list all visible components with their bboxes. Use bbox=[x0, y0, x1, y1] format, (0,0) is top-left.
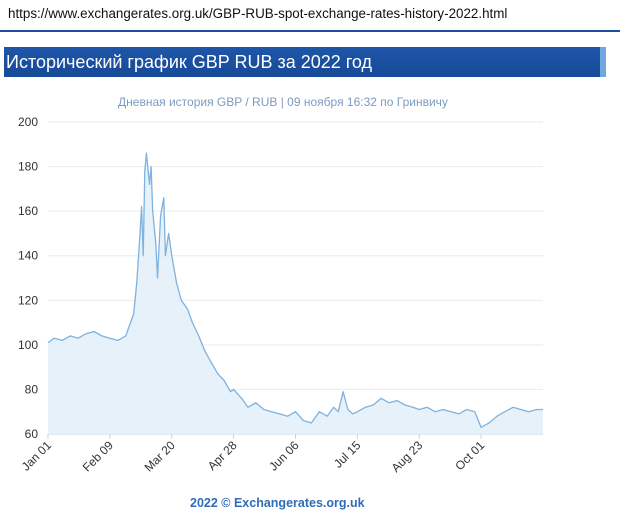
x-axis: Jan 01 Feb 09 Mar 20 Apr 28 Jun 06 Jul 15 Aug … bbox=[19, 434, 487, 475]
url-text: https://www.exchangerates.org.uk/GBP-RUB… bbox=[8, 6, 508, 21]
x-tick-label: Jul 15 bbox=[331, 438, 364, 471]
address-bar[interactable]: https://www.exchangerates.org.uk/GBP-RUB… bbox=[0, 0, 620, 32]
y-tick-label: 120 bbox=[18, 293, 38, 307]
series-line bbox=[47, 152, 543, 428]
page-banner: Исторический график GBP RUB за 2022 год bbox=[4, 47, 606, 77]
copyright-footer: 2022 © Exchangerates.org.uk bbox=[190, 496, 365, 510]
y-tick-label: 180 bbox=[18, 160, 38, 174]
x-tick-label: Jun 06 bbox=[266, 438, 302, 474]
chart-container: Дневная история GBP / RUB | 09 ноября 16… bbox=[0, 82, 620, 522]
chart-subtitle: Дневная история GBP / RUB | 09 ноября 16… bbox=[118, 95, 448, 109]
y-tick-label: 160 bbox=[18, 204, 38, 218]
x-tick-label: Mar 20 bbox=[142, 438, 179, 475]
series-area bbox=[48, 153, 543, 434]
y-tick-label: 100 bbox=[18, 338, 38, 352]
x-tick-label: Apr 28 bbox=[205, 438, 240, 473]
x-tick-label: Feb 09 bbox=[80, 438, 117, 475]
y-tick-label: 60 bbox=[25, 427, 39, 441]
x-tick-label: Aug 23 bbox=[389, 438, 426, 475]
x-tick-label: Jan 01 bbox=[19, 438, 55, 474]
y-tick-label: 80 bbox=[25, 382, 39, 396]
y-axis: 60 80 100 120 140 160 180 200 bbox=[18, 115, 38, 441]
y-tick-label: 140 bbox=[18, 249, 38, 263]
y-tick-label: 200 bbox=[18, 115, 38, 129]
gbp-rub-chart: Дневная история GBP / RUB | 09 ноября 16… bbox=[18, 95, 543, 475]
banner-title: Исторический график GBP RUB за 2022 год bbox=[6, 52, 373, 72]
x-tick-label: Oct 01 bbox=[452, 438, 487, 473]
